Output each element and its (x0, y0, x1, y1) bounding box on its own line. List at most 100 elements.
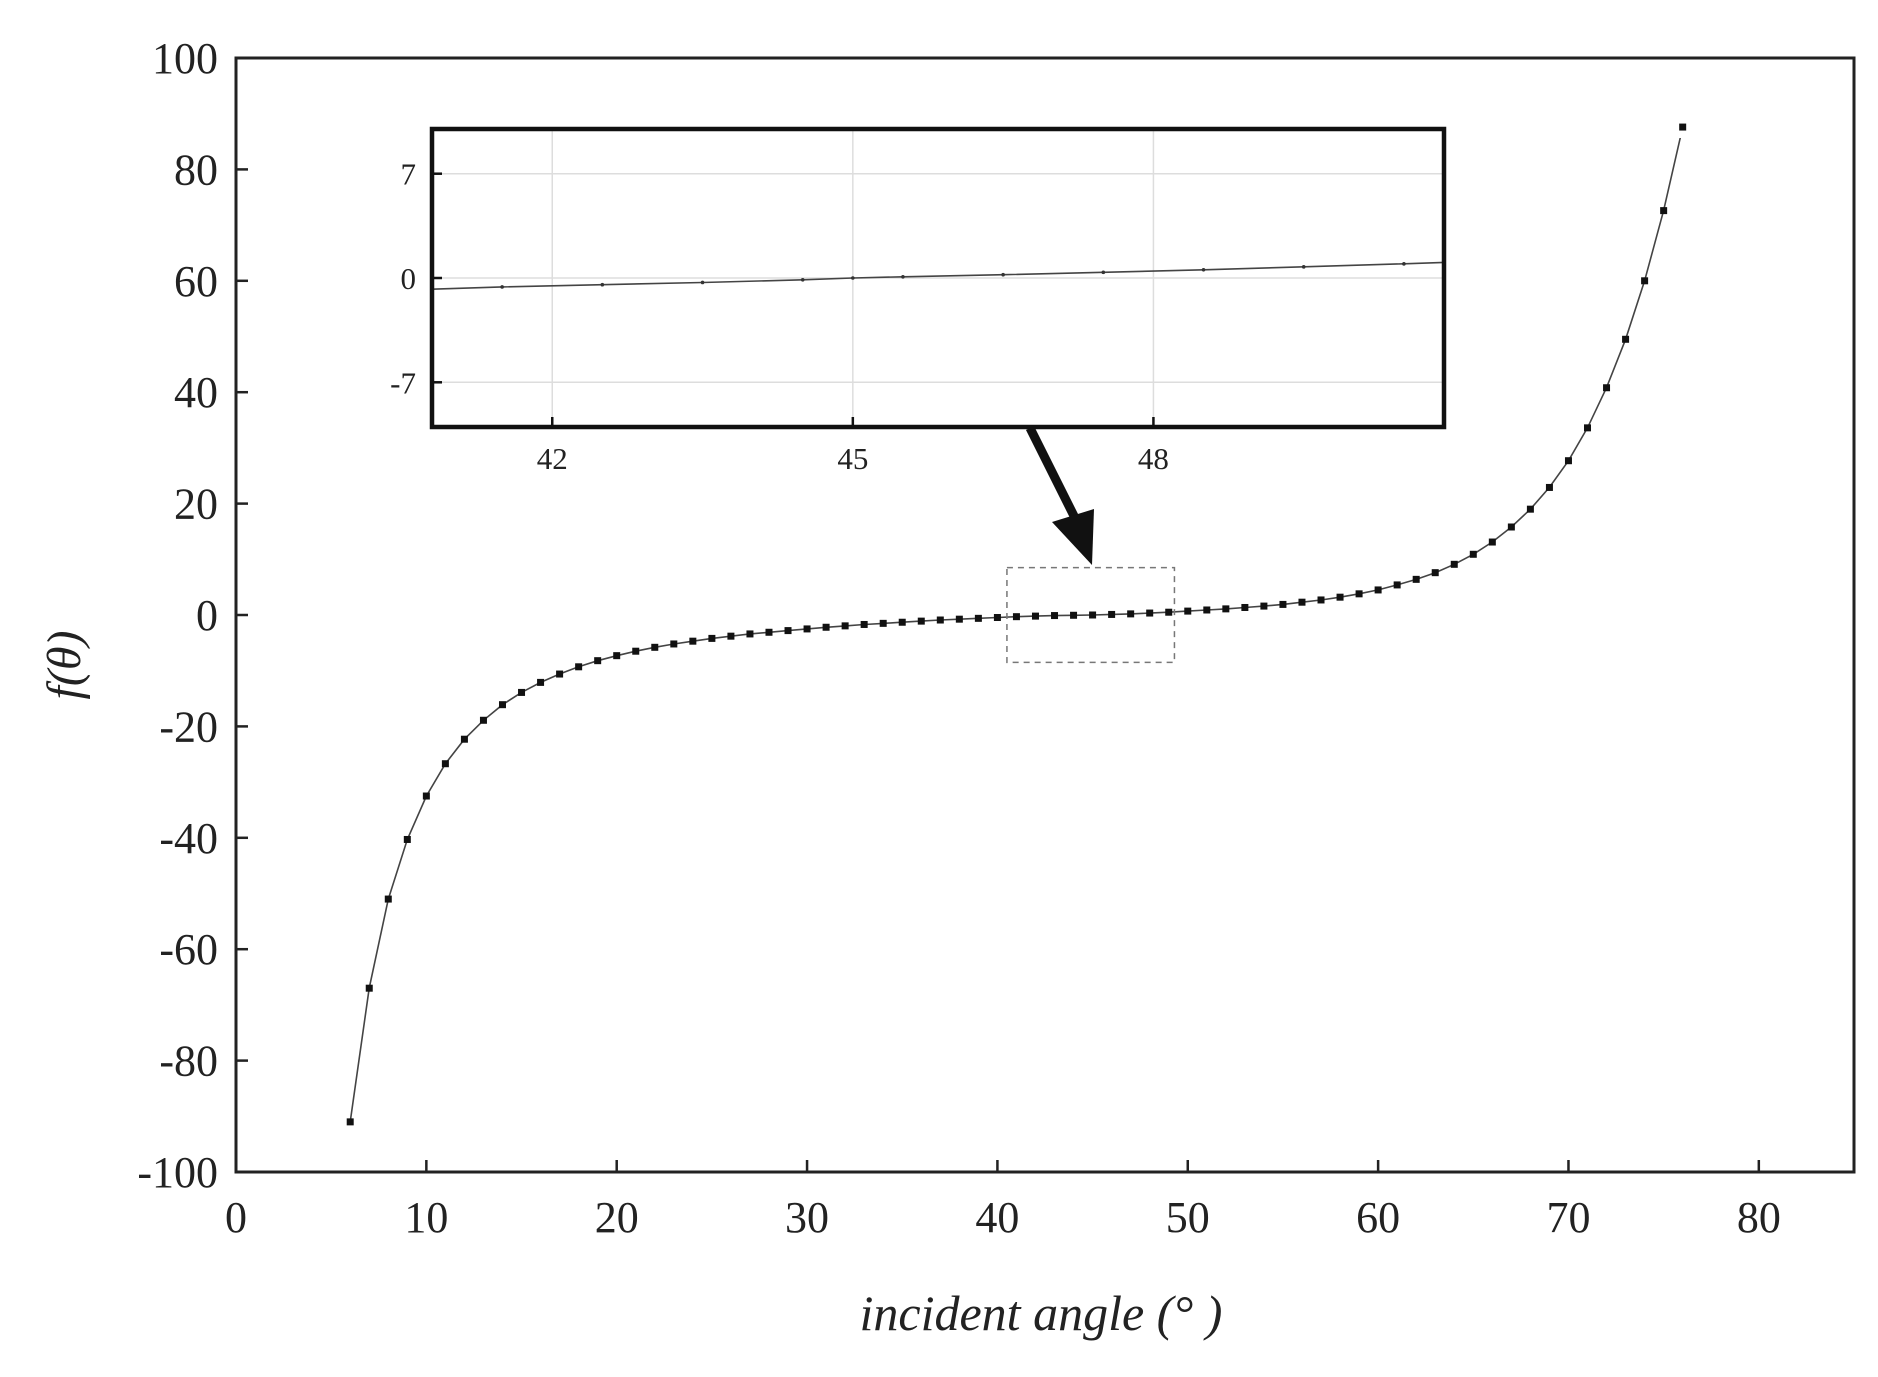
data-point (1184, 607, 1192, 615)
data-point (1584, 424, 1592, 432)
x-tick-label: 40 (975, 1193, 1019, 1242)
data-point (575, 663, 583, 671)
main-y-tick-labels: 100 80 60 40 20 0 -20 -40 -60 -80 -100 (137, 34, 218, 1197)
data-point (841, 622, 849, 630)
data-point (556, 670, 564, 678)
data-point (365, 984, 373, 992)
data-point (1355, 590, 1363, 598)
data-point (1641, 277, 1649, 285)
data-point (1089, 611, 1097, 619)
data-point (670, 640, 678, 648)
data-point (1127, 610, 1135, 618)
inset-data-point (1301, 265, 1306, 269)
data-point (860, 620, 868, 628)
data-point (1469, 550, 1477, 558)
inset-x-tick-label: 42 (537, 441, 568, 476)
inset-data-point (1201, 268, 1206, 272)
x-tick-label: 70 (1546, 1193, 1590, 1242)
inset-data-point (500, 285, 504, 289)
data-point (1374, 586, 1382, 594)
data-point (479, 716, 487, 724)
y-tick-label: -100 (137, 1148, 218, 1197)
data-point (651, 643, 659, 651)
main-x-tick-labels: 0 10 20 30 40 50 60 70 80 (225, 1193, 1781, 1242)
data-point (822, 623, 830, 631)
data-point (1108, 610, 1116, 618)
data-point (422, 792, 430, 800)
data-point (441, 760, 449, 768)
x-tick-label: 20 (595, 1193, 639, 1242)
y-tick-label: 0 (196, 591, 218, 640)
data-point (1222, 605, 1230, 613)
y-tick-label: -60 (159, 925, 218, 974)
y-tick-label: 60 (174, 257, 218, 306)
data-point (803, 625, 811, 633)
data-point (727, 632, 735, 640)
data-point (1070, 611, 1078, 619)
data-point (498, 701, 506, 709)
inset-y-tick-labels: 7 0 -7 (390, 157, 416, 401)
data-point (1336, 593, 1344, 601)
data-point (1298, 598, 1306, 606)
data-point (460, 735, 468, 743)
y-tick-label: -40 (159, 814, 218, 863)
inset-data-point (600, 282, 605, 287)
inset-data-point (1402, 262, 1406, 266)
inset-chart: 42 45 48 7 0 -7 (390, 126, 1447, 476)
data-point (632, 647, 640, 655)
y-tick-label: 80 (174, 145, 218, 194)
y-tick-label: 100 (152, 34, 218, 83)
data-point (1165, 608, 1173, 616)
zoom-arrow (1025, 425, 1094, 565)
y-tick-label: -80 (159, 1037, 218, 1086)
inset-y-tick-label: 7 (401, 157, 417, 192)
data-point (518, 688, 526, 696)
data-point (594, 657, 602, 665)
data-point (403, 835, 411, 843)
inset-data-point (1001, 272, 1005, 277)
inset-data-point (1101, 270, 1106, 275)
main-chart: 0 10 20 30 40 50 60 70 80 100806040200-20-40-60-… (137, 34, 1856, 1242)
data-point (346, 1118, 354, 1126)
data-point (1012, 613, 1020, 621)
data-point (993, 614, 1001, 622)
y-tick-label: -20 (159, 702, 218, 751)
data-point (1260, 602, 1268, 610)
data-point (936, 616, 944, 624)
inset-data-point (851, 276, 855, 280)
data-point (1051, 612, 1059, 620)
x-tick-label: 0 (225, 1193, 247, 1242)
data-point (537, 678, 545, 686)
x-tick-label: 30 (785, 1193, 829, 1242)
inset-y-tick-label: -7 (390, 365, 416, 400)
main-series-markers (346, 123, 1687, 1126)
data-point (1603, 384, 1611, 392)
data-point (974, 614, 982, 622)
data-point (1412, 575, 1420, 583)
data-point (879, 619, 887, 627)
x-tick-label: 10 (404, 1193, 448, 1242)
data-point (689, 637, 697, 645)
data-point (708, 634, 716, 642)
data-point (1564, 457, 1572, 465)
y-tick-label: 20 (174, 480, 218, 529)
inset-data-point (700, 280, 705, 285)
data-point (917, 617, 925, 625)
data-point (1679, 123, 1687, 131)
data-point (613, 652, 621, 660)
x-tick-label: 50 (1166, 1193, 1210, 1242)
data-point (1146, 609, 1154, 617)
data-point (1526, 505, 1534, 513)
x-tick-label: 80 (1737, 1193, 1781, 1242)
data-point (1279, 600, 1287, 608)
data-point (1031, 612, 1039, 620)
x-axis-title: incident angle (° ) (860, 1285, 1223, 1341)
inset-y-tick-label: 0 (401, 261, 417, 296)
data-point (1488, 538, 1496, 546)
data-point (1507, 523, 1515, 531)
data-point (384, 895, 392, 903)
data-point (1203, 606, 1211, 614)
data-point (1393, 581, 1401, 589)
data-point (765, 628, 773, 636)
